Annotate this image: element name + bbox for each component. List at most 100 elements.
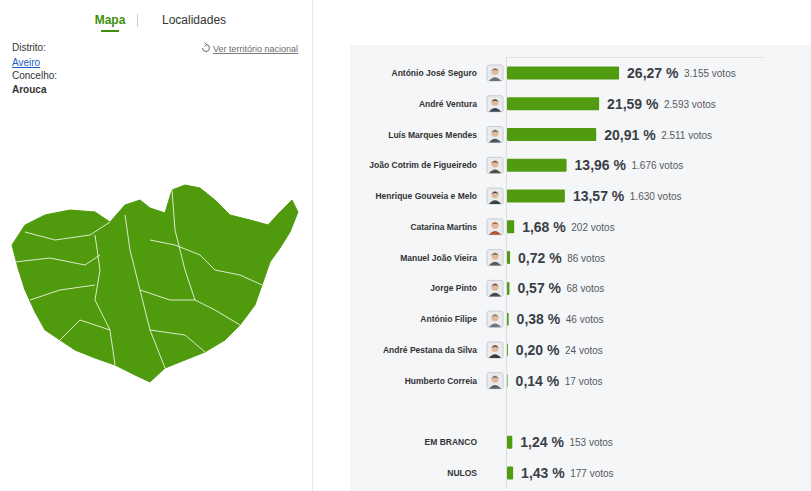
district-link[interactable]: Aveiro (12, 57, 41, 68)
percent-label: 26,27 % (627, 65, 679, 81)
avatar-hair (491, 315, 498, 318)
reset-icon-arrow (204, 43, 206, 47)
avatar (487, 250, 503, 266)
avatar-frame (487, 373, 503, 389)
tab-separator (137, 14, 138, 27)
avatar-hair (491, 99, 498, 102)
avatar (487, 373, 503, 389)
map-border (172, 190, 195, 300)
data-labels: 26,27 %3.155 votos21,59 %2.593 votos20,9… (516, 65, 736, 481)
avatar-body (489, 323, 501, 327)
bar (507, 97, 599, 110)
bar (507, 128, 596, 141)
category-label: Manuel João Vieira (400, 253, 477, 263)
avatar-frame (487, 342, 503, 358)
avatar-body (489, 385, 501, 389)
bar (507, 374, 508, 387)
avatar-head (491, 160, 498, 167)
percent-label: 13,57 % (573, 188, 625, 204)
bar (507, 251, 510, 264)
avatar-body (489, 262, 501, 266)
votes-label: 202 votos (571, 222, 614, 233)
category-label: João Cotrim de Figueiredo (369, 160, 477, 170)
category-label: António Filipe (420, 314, 477, 324)
avatar-hair (491, 68, 498, 71)
votes-label: 1.630 votos (630, 191, 682, 202)
avatar (487, 342, 503, 358)
percent-label: 0,72 % (518, 250, 562, 266)
avatar-frame (487, 65, 503, 81)
avatar (487, 157, 503, 173)
tab-underline (101, 30, 119, 32)
avatar-body (489, 231, 501, 235)
avatar (487, 311, 503, 327)
avatar (487, 280, 503, 296)
map-border (30, 285, 95, 300)
avatars (487, 65, 503, 389)
tab[interactable]: Localidades (162, 13, 226, 27)
category-labels: António José SeguroAndré VenturaLuís Mar… (369, 68, 477, 478)
avatar-frame (487, 96, 503, 112)
votes-label: 86 votos (567, 253, 605, 264)
tab[interactable]: Mapa (95, 13, 126, 27)
map-region[interactable] (12, 185, 298, 382)
category-label: Catarina Martins (410, 222, 477, 232)
avatar-hair (491, 345, 498, 348)
avatar-frame (487, 311, 503, 327)
avatar-body (489, 293, 501, 297)
x-axis (508, 57, 764, 59)
category-label: Henrique Gouveia e Melo (375, 191, 477, 201)
percent-label: 0,14 % (516, 373, 560, 389)
percent-label: 1,24 % (520, 434, 564, 450)
avatar-hair (491, 161, 498, 164)
map-border (60, 320, 110, 340)
national-link[interactable]: Ver território nacional (213, 44, 298, 54)
avatar-head (491, 376, 498, 383)
bar (507, 190, 565, 203)
category-label: André Pestana da Silva (383, 345, 477, 355)
percent-label: 0,57 % (517, 280, 561, 296)
avatar-body (489, 170, 501, 174)
avatar-frame (487, 280, 503, 296)
avatar-hair (491, 253, 498, 256)
votes-label: 153 votos (569, 437, 612, 448)
bar (507, 282, 509, 295)
votes-label: 3.155 votos (684, 68, 736, 79)
category-label: Humberto Correia (405, 376, 478, 386)
votes-label: 177 votos (570, 468, 613, 479)
avatar-head (491, 314, 498, 321)
chart-panel (350, 45, 811, 491)
avatar-body (489, 200, 501, 204)
map-border (140, 290, 195, 300)
percent-label: 1,68 % (522, 219, 566, 235)
category-label: Jorge Pinto (430, 283, 477, 293)
avatar (487, 65, 503, 81)
map-border (95, 235, 115, 365)
bar (507, 159, 567, 172)
municipality-label: Concelho: (12, 70, 57, 81)
percent-label: 20,91 % (604, 127, 656, 143)
category-label: António José Seguro (392, 68, 477, 78)
votes-label: 24 votos (565, 345, 603, 356)
grid (506, 57, 507, 489)
avatar-frame (487, 127, 503, 143)
bar (507, 220, 514, 233)
percent-label: 13,96 % (575, 157, 627, 173)
avatar-head (491, 129, 498, 136)
category-label: André Ventura (419, 99, 477, 109)
avatar-body (489, 77, 501, 81)
bar (507, 313, 509, 326)
percent-label: 21,59 % (607, 96, 659, 112)
avatar-head (491, 191, 498, 198)
avatar (487, 127, 503, 143)
avatar (487, 188, 503, 204)
bar (507, 67, 619, 80)
category-label: NULOS (447, 468, 477, 478)
votes-label: 2.511 votos (661, 130, 712, 141)
avatar-hair (491, 222, 498, 225)
avatar-hair (491, 130, 498, 133)
avatar (487, 219, 503, 235)
municipality: Arouca (12, 84, 47, 95)
axis-line (508, 57, 764, 58)
avatar-body (489, 108, 501, 112)
